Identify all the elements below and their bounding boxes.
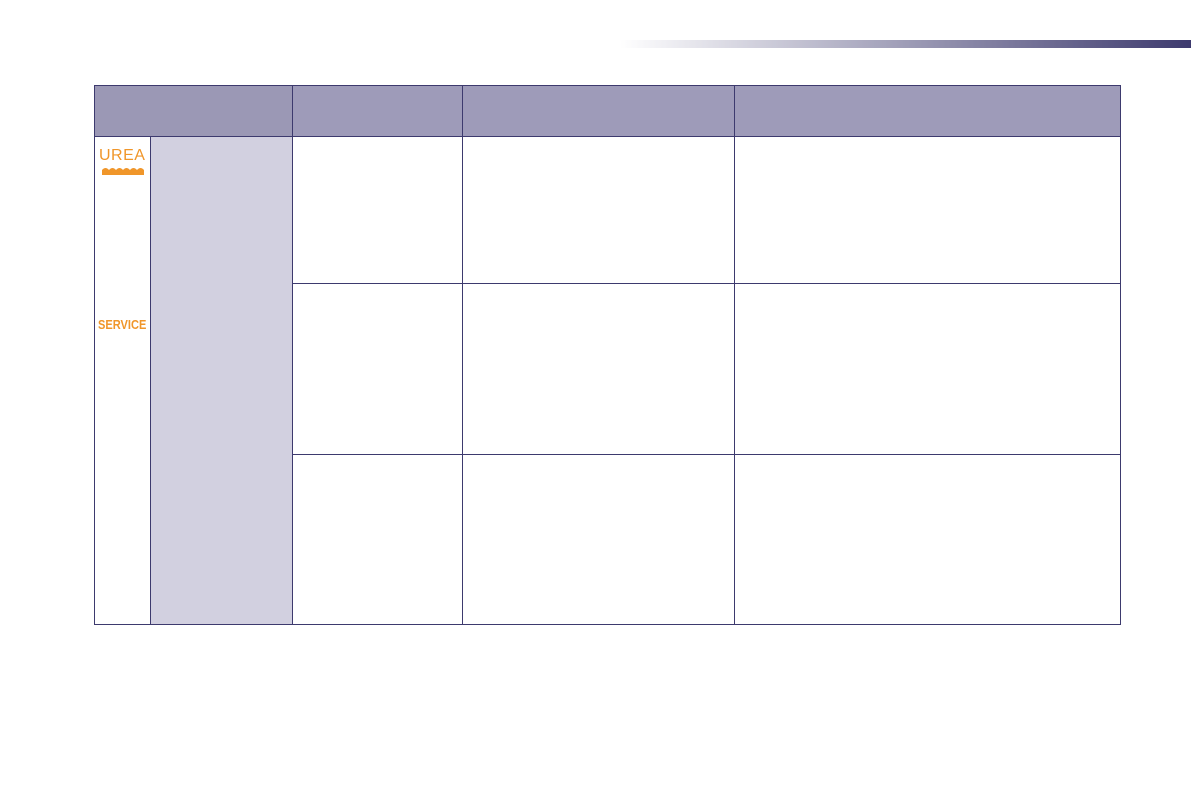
border-bottom (94, 624, 1121, 625)
header-cell-cause (462, 85, 734, 136)
row-1-state (292, 136, 462, 283)
urea-wave-icon (102, 168, 144, 175)
row-1-action (734, 136, 1120, 283)
row-2-state (292, 283, 462, 454)
row-3-cause (462, 454, 734, 625)
row-2-action (734, 283, 1120, 454)
border-col-1 (292, 85, 293, 625)
row-3-action (734, 454, 1120, 625)
border-col-3 (734, 85, 735, 625)
border-top (94, 85, 1121, 86)
header-gradient-bar (620, 40, 1191, 48)
indicator-name-cell (150, 136, 292, 625)
border-left (94, 85, 95, 625)
urea-warning-icon: UREA (99, 147, 146, 164)
row-1-cause (462, 136, 734, 283)
border-col-2 (462, 85, 463, 625)
border-header (94, 136, 1121, 137)
header-cell-action (734, 85, 1120, 136)
service-warning-icon: SERVICE (98, 317, 147, 332)
header-cell-indicator (94, 85, 292, 136)
border-row-1 (292, 283, 1121, 284)
row-2-cause (462, 283, 734, 454)
border-right (1120, 85, 1121, 625)
row-3-state (292, 454, 462, 625)
header-cell-state (292, 85, 462, 136)
border-icon-col (150, 136, 151, 625)
border-row-2 (292, 454, 1121, 455)
